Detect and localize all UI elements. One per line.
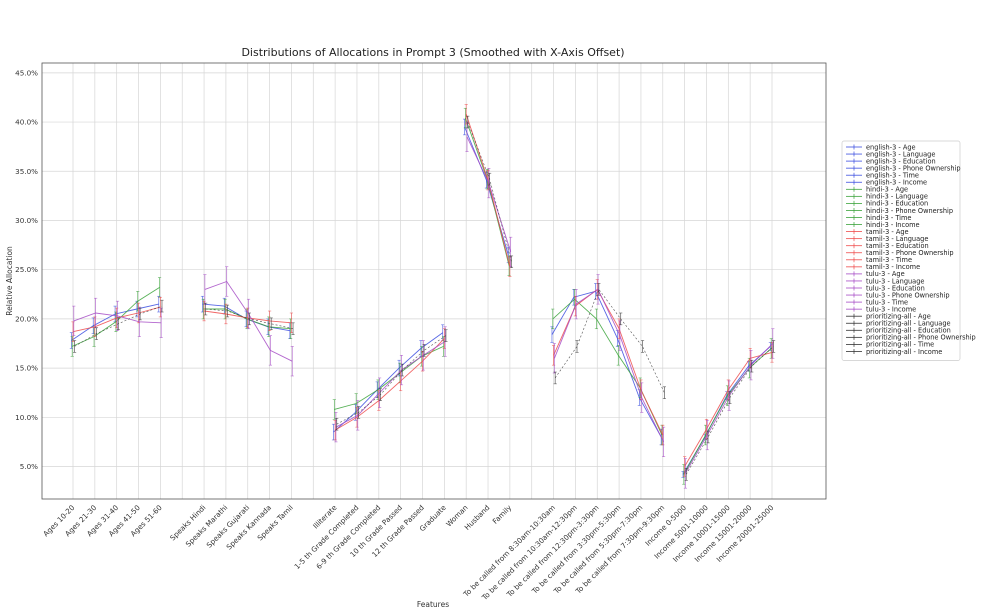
legend-entry: tamil-3 - Phone Ownership <box>866 249 954 257</box>
chart-title: Distributions of Allocations in Prompt 3… <box>241 46 624 59</box>
legend-entry: tulu-3 - Time <box>866 298 908 306</box>
x-tick-label: Family <box>491 503 514 526</box>
y-axis-label: Relative Allocation <box>5 246 14 316</box>
legend-entry: english-3 - Phone Ownership <box>866 164 961 172</box>
legend-entry: tamil-3 - Income <box>866 263 920 271</box>
legend-entry: prioritizing-all - Education <box>866 327 951 335</box>
y-tick-label: 15.0% <box>15 364 38 373</box>
y-tick-label: 10.0% <box>15 413 38 422</box>
legend-entry: tamil-3 - Language <box>866 235 928 243</box>
legend-entry: prioritizing-all - Language <box>866 320 951 328</box>
y-tick-label: 35.0% <box>15 167 38 176</box>
legend-entry: tulu-3 - Phone Ownership <box>866 291 950 299</box>
y-tick-label: 25.0% <box>15 265 38 274</box>
series-line <box>551 290 662 438</box>
y-tick-label: 20.0% <box>15 314 38 323</box>
series-line <box>335 341 446 428</box>
legend-box <box>841 140 961 361</box>
legend-entry: tulu-3 - Education <box>866 284 925 292</box>
x-axis-label: Features <box>417 600 449 609</box>
legend-entry: prioritizing-all - Phone Ownership <box>866 334 976 342</box>
series-line <box>554 288 665 393</box>
legend-entry: english-3 - Income <box>866 179 927 187</box>
series-line <box>334 345 444 410</box>
legend-entry: hindi-3 - Language <box>866 193 928 201</box>
series-line <box>464 117 510 266</box>
legend-entry: tulu-3 - Language <box>866 277 924 285</box>
y-ticks: 5.0% 10.0% 15.0% 20.0% 25.0% 30.0% 35.0% 40.0% 4… <box>15 68 38 471</box>
legend-entry: tulu-3 - Income <box>866 305 916 313</box>
legend-entry: tulu-3 - Age <box>866 270 905 278</box>
legend-entry: hindi-3 - Education <box>866 200 928 208</box>
series-line <box>334 338 445 431</box>
legend-entry: english-3 - Age <box>866 143 916 151</box>
legend-entry: hindi-3 - Income <box>866 221 920 229</box>
legend-entry: tamil-3 - Time <box>866 256 912 264</box>
series-line <box>336 335 447 425</box>
series-line <box>683 348 772 475</box>
y-tick-label: 5.0% <box>20 462 38 471</box>
legend-entry: tamil-3 - Education <box>866 242 929 250</box>
legend-entry: tamil-3 - Age <box>866 228 909 236</box>
legend-entry: english-3 - Language <box>866 150 935 158</box>
legend-entry: prioritizing-all - Time <box>866 341 934 349</box>
legend-entry: prioritizing-all - Income <box>866 348 942 356</box>
legend-entry: hindi-3 - Age <box>866 186 908 194</box>
legend-entry: english-3 - Education <box>866 157 936 165</box>
plot-frame <box>41 62 827 500</box>
legend-entry: prioritizing-all - Age <box>866 313 931 321</box>
y-tick-label: 30.0% <box>15 216 38 225</box>
series-line <box>553 288 665 443</box>
legend-entry: english-3 - Time <box>866 172 919 180</box>
legend-entry: hindi-3 - Phone Ownership <box>866 207 953 215</box>
legend-entry: hindi-3 - Time <box>866 214 912 222</box>
y-tick-label: 45.0% <box>15 68 38 77</box>
series-layer <box>69 104 776 489</box>
series-line <box>333 332 443 433</box>
y-tick-label: 40.0% <box>15 118 38 127</box>
